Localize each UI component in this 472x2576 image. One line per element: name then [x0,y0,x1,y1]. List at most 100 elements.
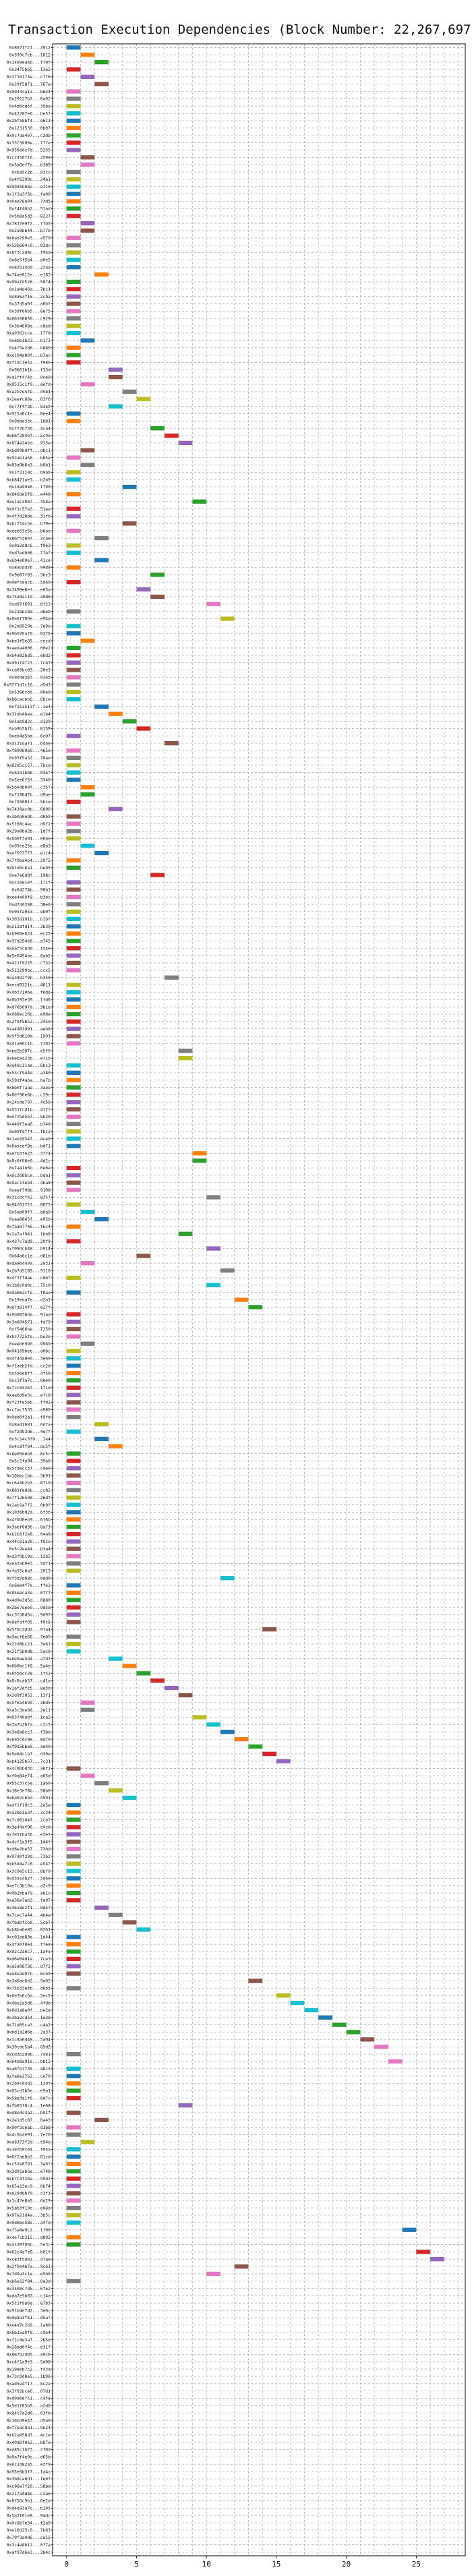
execution-bar [66,1956,81,1962]
execution-bar [66,2081,81,2086]
execution-bar [66,858,81,863]
execution-bar [80,1210,95,1214]
y-tick-label: 0x85b6cc28...1f52 [7,1671,51,1676]
execution-bar [66,565,81,570]
y-tick-label: 0x36a3e2f1...0d57 [7,1905,51,1910]
execution-bar [276,1993,291,1998]
y-tick-label: 0x873cad9c...f9bd [7,250,51,256]
y-tick-label: 0x3aef0d36...8a73 [7,1524,51,1529]
y-tick-label: 0x1231530...0b07 [9,125,51,131]
y-tick-label: 0x7930017...5bce [9,799,51,804]
y-tick-label: 0x4f7d28de...31fb [7,514,51,519]
execution-bar [66,477,81,482]
execution-bar [66,192,81,196]
y-tick-label: 0x1d4d46d...7bc1 [9,287,51,292]
y-tick-label: 0x4fa0f0e4...f7e8 [7,1941,51,1947]
y-tick-label: 0x5f6c2dd2...07a4 [7,1627,51,1632]
execution-bar [206,2271,220,2277]
y-tick-label: 0x2b7d5185...9110 [7,1268,51,1273]
y-tick-label: 0xc3f38d5d...9d9f [7,1612,51,1618]
y-tick-label: 0xca65bcd3...26e3 [7,668,51,673]
y-tick-label: 0xd3f0b19d...12b5 [7,1554,51,1559]
execution-bar [66,960,81,966]
execution-bar [66,675,81,680]
execution-bar [66,755,81,761]
y-tick-label: 0x8f50c9b1...6e2d [7,2498,51,2504]
execution-bar [66,177,81,182]
y-tick-label: 0xbb0f3a04...e6be [7,836,51,842]
y-tick-label: 0x9acf8e66...7e09 [7,1634,51,1639]
y-tick-label: 0xd765697a...3b1e [7,1004,51,1009]
y-tick-label: 0x6eba423b...e71b [7,1055,51,1061]
y-tick-label: 0x6aacef8e...bd71 [7,1144,51,1149]
execution-bar [80,448,95,452]
y-tick-label: 0x5e1f83b9...a2d6 [7,2403,51,2409]
y-tick-label: 0x8515c1f9...aefd [7,382,51,387]
y-tick-label: 0xc4f1a9e3...5d08 [7,2359,51,2364]
execution-bar [66,1869,81,1873]
chart-title: Transaction Execution Dependencies (Bloc… [8,22,472,37]
y-tick-label: 0x74ae012e...e183 [7,272,51,277]
execution-bar [66,2184,81,2188]
execution-bar [108,807,123,812]
execution-bar [66,1356,81,1361]
execution-bar [192,1159,207,1163]
y-tick-label: 0x00fdff4...fbc3 [9,1129,51,1134]
execution-bar [66,1041,81,1046]
y-tick-label: 0xa8373f2d...c94e [7,2140,51,2145]
execution-bar [150,573,165,577]
execution-bar [66,1825,81,1829]
y-tick-label: 0xd91f4f23...7cb7 [7,660,51,666]
execution-bar [66,1531,81,1537]
y-tick-label: 0x63740a0f...1ca2 [7,1715,51,1720]
y-tick-label: 0x5f6a4b99...3bd5 [7,1700,51,1705]
y-tick-label: 0xf09dcb48...b914 [7,1246,51,1252]
y-tick-label: 0x0a2d8c6...f963 [9,543,51,548]
y-tick-label: 0x16bd9e4f...d5a0 [7,2418,51,2423]
y-tick-label: 0x4f3ffdae...c86f [7,1275,51,1281]
y-tick-label: 0x44c01a30...f02a [7,1539,51,1544]
execution-bar [66,45,81,50]
y-tick-label: 0x4cf1a3f9...1d4f [7,1839,51,1844]
execution-bar [178,440,193,446]
execution-bar [164,433,179,438]
y-tick-label: 0x6c268bce...bda1 [7,1173,51,1178]
execution-bar [66,1634,81,1639]
y-tick-label: 0xd121da71...b4be [7,740,51,746]
y-tick-label: 0x6a5c2b...93cc [11,169,51,175]
y-tick-label: 0x90f2c6ab...d3b8 [7,2125,51,2130]
y-tick-label: 0xfa55c6a7...2013 [7,1569,51,1574]
execution-bar [66,682,81,687]
y-tick-label: 0xaeda4006...00e2 [7,645,51,651]
y-tick-label: 0x7cac7a44...4b4a [7,1912,51,1918]
y-tick-label: 0xc96e7f20...58bd [7,2484,51,2489]
y-tick-label: 0x3c4e8b12...0f7a [7,2542,51,2548]
y-tick-label: 0x85a13ec9...0b74 [7,2184,51,2189]
execution-bar [374,2045,388,2049]
execution-bar [66,983,81,987]
y-tick-label: 0x75d4a110...a9d6 [7,594,51,599]
y-tick-label: 0xbc7725fe...be3e [7,1334,51,1339]
y-tick-label: 0x4c5bae91...7e26 [7,2132,51,2138]
y-tick-label: 0x8d1a8a0f...be2e [7,2008,51,2013]
y-tick-label: 0xbd1a2d6e...2a37 [7,2030,51,2035]
execution-bar [66,1239,81,1243]
execution-bar [66,1810,81,1815]
y-tick-label: 0x7b65f0c4...1e68 [7,2103,51,2108]
x-tick-label: 20 [342,2560,351,2569]
execution-bar [80,228,95,233]
execution-bar [66,67,81,72]
y-tick-label: 0xf1c8e3a7...2b5d [7,2337,51,2343]
execution-bar [80,792,95,797]
y-tick-label: 0xe77bd5b7...5b20 [7,1114,51,1119]
execution-bar [108,374,123,380]
execution-bar [66,104,81,109]
y-tick-label: 0x3f92bce6...07d1 [7,2389,51,2394]
execution-bar [66,968,81,972]
x-tick-label: 25 [412,2560,421,2569]
y-tick-label: 0x41a86c1b...7182 [7,1041,51,1047]
y-tick-label: 0x1ab9d2c...d139 [9,719,51,724]
y-tick-label: 0xe4d7c2b9...1a86 [7,2322,51,2328]
